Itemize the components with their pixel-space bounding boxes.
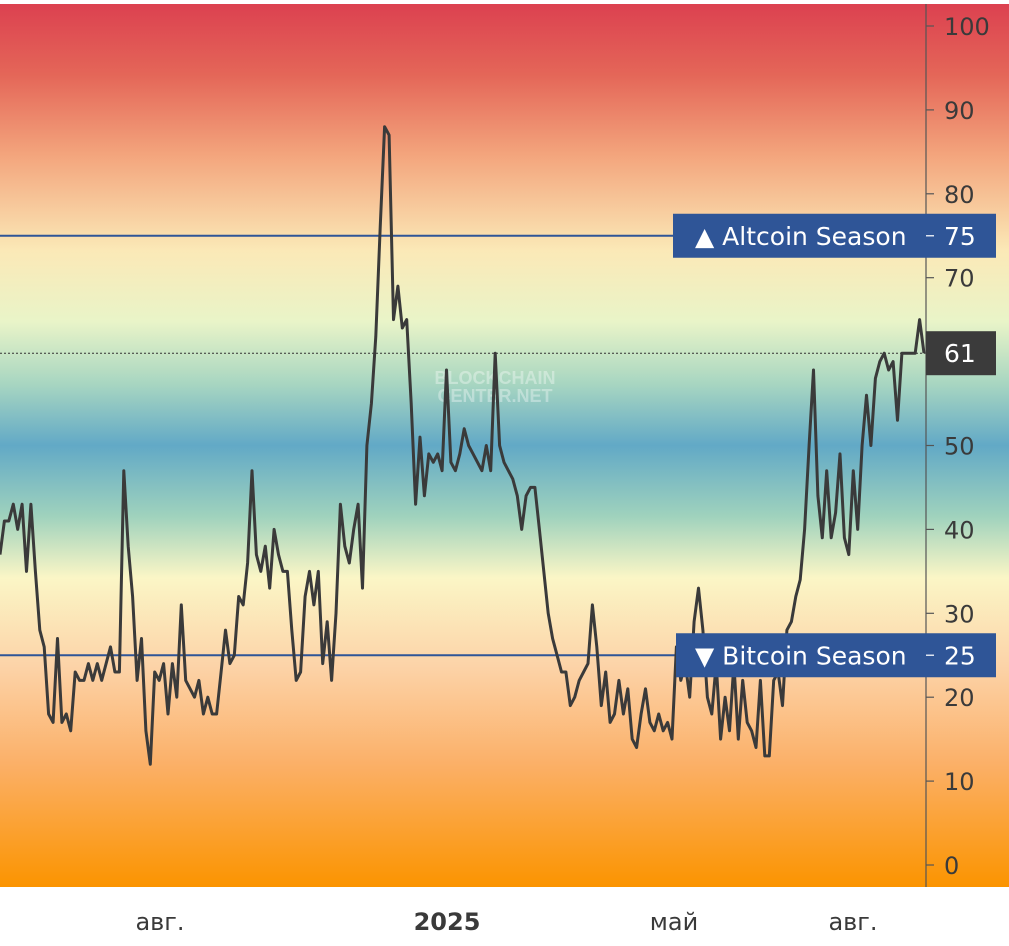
season-labels: ▲ Altcoin Season 75 ▼ Bitcoin Season 25 bbox=[673, 213, 996, 678]
current-value-box bbox=[926, 331, 996, 376]
season-label-box bbox=[676, 633, 996, 678]
x-tick-label: 2025 bbox=[414, 908, 481, 936]
current-value-text: 61 bbox=[944, 339, 976, 368]
season-label-text: ▼ Bitcoin Season bbox=[695, 641, 907, 670]
y-tick-label: 30 bbox=[944, 600, 975, 628]
season-label-box bbox=[673, 213, 996, 258]
y-tick-label: 80 bbox=[944, 181, 975, 209]
y-tick-label: 90 bbox=[944, 97, 975, 125]
x-axis-ticks: авг. 2025 май авг. bbox=[135, 908, 877, 936]
x-tick-label: май bbox=[650, 908, 698, 936]
x-tick-label: авг. bbox=[135, 908, 184, 936]
y-tick-label: 40 bbox=[944, 516, 975, 544]
current-value-label: 61 bbox=[926, 331, 996, 376]
y-tick-label: 10 bbox=[944, 768, 975, 796]
series-line bbox=[0, 125, 926, 766]
y-tick-label: 100 bbox=[944, 13, 990, 41]
y-tick-label: 0 bbox=[944, 852, 959, 880]
y-axis-ticks: 0 10 20 30 40 50 70 80 90 100 bbox=[926, 13, 990, 880]
season-value-label: 25 bbox=[944, 641, 976, 670]
season-label-text: ▲ Altcoin Season bbox=[695, 222, 907, 251]
y-tick-label: 70 bbox=[944, 265, 975, 293]
season-value-label: 75 bbox=[944, 222, 976, 251]
y-tick-label: 20 bbox=[944, 684, 975, 712]
plot-background bbox=[0, 4, 1009, 887]
y-tick-label: 50 bbox=[944, 433, 975, 461]
x-tick-label: авг. bbox=[828, 908, 877, 936]
